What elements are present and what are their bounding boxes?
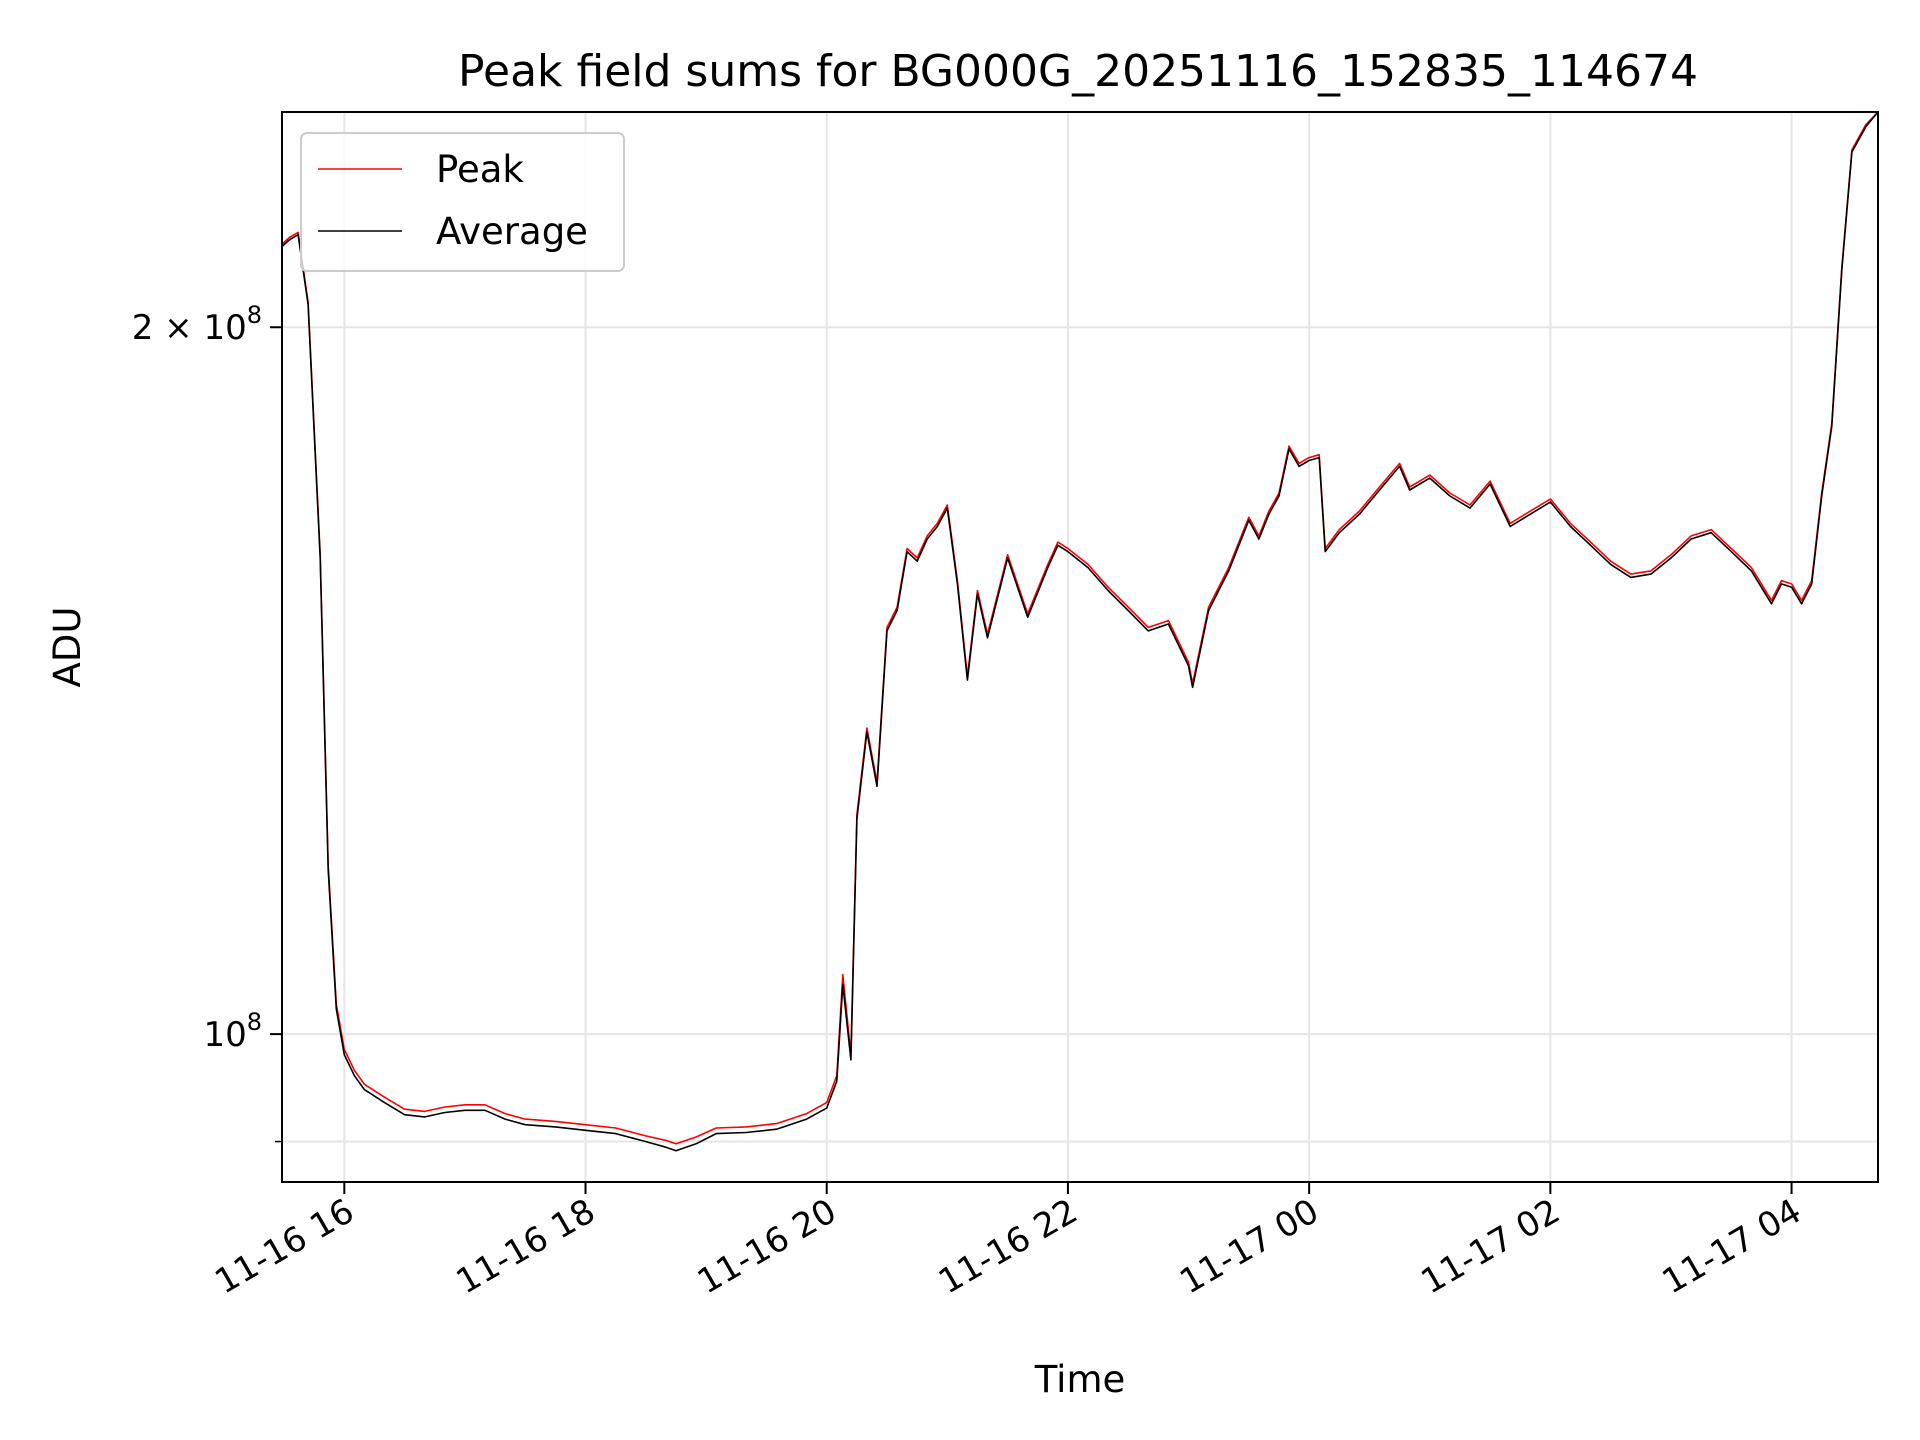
plot-frame xyxy=(281,111,1879,1183)
series-layer xyxy=(281,111,1879,1152)
legend: Peak Average xyxy=(300,132,625,272)
y-ticks: 108 2 × 108 xyxy=(132,301,282,1143)
series-line-average xyxy=(281,111,1879,1152)
chart-title: Peak field sums for BG000G_20251116_1528… xyxy=(458,46,1698,97)
grid xyxy=(282,112,1878,1182)
y-tick-label: 2 × 108 xyxy=(132,301,262,348)
x-axis-label: Time xyxy=(1034,1358,1126,1401)
legend-box xyxy=(300,132,625,272)
series-line-peak xyxy=(281,111,1879,1145)
y-axis-label: ADU xyxy=(46,607,89,688)
legend-label-peak: Peak xyxy=(436,148,524,191)
legend-label-average: Average xyxy=(436,210,588,253)
y-tick-label: 108 xyxy=(203,1008,262,1055)
